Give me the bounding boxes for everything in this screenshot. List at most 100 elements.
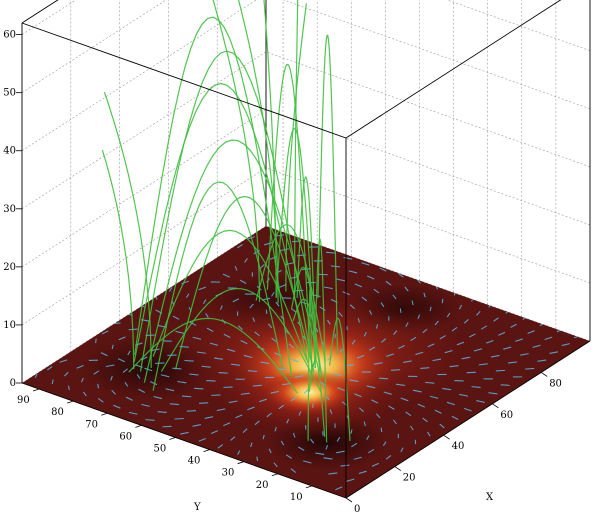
vector-arrow	[442, 387, 452, 391]
vector-arrow	[405, 322, 409, 328]
vector-arrow	[348, 270, 358, 274]
z-tick-label: 10	[3, 320, 16, 331]
vector-arrow	[363, 331, 367, 337]
vector-arrow	[67, 385, 70, 391]
vector-arrow	[351, 339, 356, 345]
vector-arrow	[168, 287, 173, 292]
vector-arrow	[425, 381, 435, 384]
vector-arrow	[449, 365, 459, 368]
vector-arrow	[230, 436, 236, 441]
vector-arrow	[180, 431, 189, 435]
vector-arrow	[192, 336, 202, 340]
vector-arrow	[258, 398, 267, 403]
vector-arrow	[354, 393, 362, 398]
field-line-open	[212, 0, 261, 302]
vector-arrow	[336, 450, 345, 454]
vector-arrow	[290, 308, 297, 313]
vector-arrow	[189, 373, 199, 376]
vector-arrow	[393, 330, 398, 335]
vector-arrow	[222, 273, 231, 278]
vector-arrow	[353, 456, 362, 460]
vector-arrow	[354, 283, 363, 288]
vector-arrow	[113, 404, 121, 409]
vector-arrow	[373, 288, 380, 294]
vector-arrow	[350, 429, 353, 434]
vector-arrow	[284, 329, 290, 335]
vector-arrow	[47, 365, 53, 371]
vector-arrow	[298, 446, 305, 451]
vector-arrow	[451, 326, 458, 332]
vector-arrow	[544, 336, 553, 341]
z-tick-label: 0	[10, 378, 16, 389]
vector-arrow	[520, 353, 529, 356]
vector-arrow	[274, 426, 277, 432]
gridline-z-rightwall	[265, 109, 591, 226]
vector-arrow	[358, 470, 367, 475]
vector-arrow	[250, 442, 253, 448]
vector-arrow	[175, 330, 185, 334]
vector-arrow	[230, 363, 241, 366]
vector-arrow	[286, 418, 290, 424]
vector-arrow	[410, 336, 417, 342]
vector-arrow	[138, 388, 146, 393]
vector-arrow	[391, 369, 401, 371]
vector-arrow	[122, 368, 128, 373]
vector-arrow	[385, 455, 392, 460]
vector-arrow	[388, 405, 395, 410]
vector-arrow	[201, 365, 211, 368]
vector-arrow	[76, 365, 84, 369]
vector-arrow	[153, 395, 163, 400]
x-tick	[345, 497, 353, 503]
vector-arrow	[398, 344, 405, 350]
gridline-z-backwall	[21, 0, 257, 151]
vector-arrow	[495, 369, 506, 372]
vector-arrow	[252, 384, 262, 387]
vector-arrow	[323, 457, 333, 460]
vector-arrow	[371, 399, 379, 404]
vector-arrow	[328, 472, 338, 475]
vector-arrow	[266, 412, 272, 418]
vector-arrow	[100, 352, 108, 357]
vector-arrow	[262, 434, 265, 440]
vector-arrow	[532, 344, 541, 348]
vector-arrow	[271, 291, 275, 297]
gridline-z-rightwall	[265, 167, 591, 284]
vector-arrow	[97, 383, 100, 389]
vector-arrow	[337, 387, 345, 392]
vector-arrow	[503, 346, 512, 350]
box-edge	[21, 382, 347, 499]
vector-arrow	[192, 424, 201, 427]
vector-arrow	[325, 444, 329, 450]
vector-arrow	[392, 294, 397, 300]
gridline-z-backwall	[21, 167, 267, 326]
vector-arrow	[420, 367, 430, 370]
vector-arrow	[375, 324, 379, 329]
vector-arrow	[155, 362, 165, 365]
field-line-loop	[160, 287, 322, 392]
vector-arrow	[410, 425, 414, 431]
vector-arrow	[399, 308, 402, 313]
z-tick-label: 60	[3, 30, 16, 41]
vector-arrow	[275, 234, 285, 237]
vector-arrow	[338, 312, 343, 317]
vector-arrow	[149, 381, 158, 386]
vector-arrow	[395, 383, 405, 386]
vector-arrow	[468, 333, 476, 338]
field-lines	[101, 0, 351, 443]
y-tick	[271, 473, 278, 477]
gridline-z-rightwall	[282, 0, 591, 110]
vector-arrow	[216, 408, 226, 412]
vector-arrow	[429, 306, 432, 312]
z-tick-label: 50	[3, 88, 16, 99]
surface-hotspot	[262, 369, 356, 416]
vector-arrow	[223, 422, 231, 427]
box-edge	[21, 0, 59, 24]
vector-arrow	[242, 428, 248, 434]
vector-arrow	[400, 447, 404, 453]
vector-arrow	[323, 286, 333, 290]
vector-arrow	[392, 419, 397, 425]
y-tick-label: 10	[290, 492, 303, 503]
vector-arrow	[369, 310, 373, 315]
vector-arrow	[226, 348, 236, 352]
